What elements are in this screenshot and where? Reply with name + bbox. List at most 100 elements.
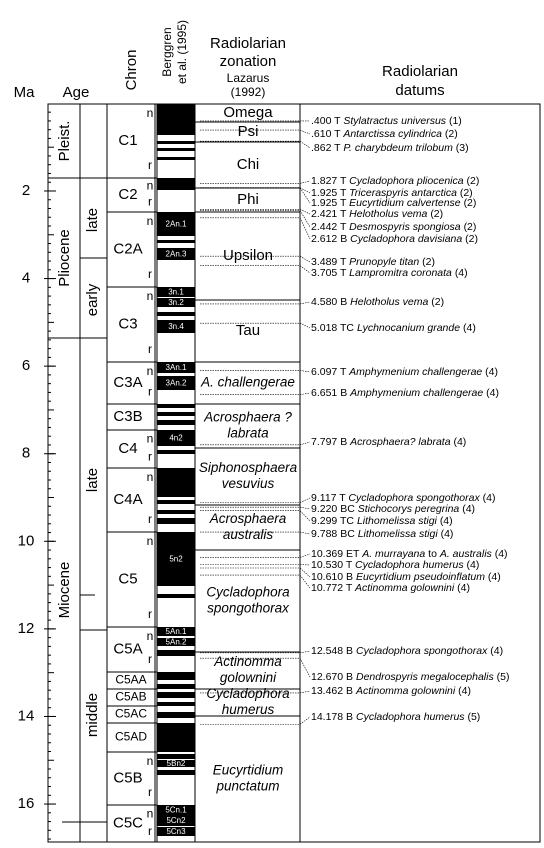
datum-age: 2.612: [311, 233, 337, 245]
datum-label: 1.827 T Cycladophora pliocenica (2): [311, 175, 482, 187]
datum-leader: [200, 497, 311, 503]
datum-taxon: Cycladophora spongothorax: [348, 492, 480, 504]
datum-age: 10.772: [311, 582, 343, 594]
datum-taxon2: A. australis: [439, 548, 493, 560]
polarity-label: n: [147, 364, 154, 378]
header-chron: Chron: [123, 50, 140, 91]
datum-leader: [200, 140, 311, 149]
datum-event: T: [334, 142, 341, 154]
polarity-label: n: [147, 806, 154, 820]
datum-ref: (4): [485, 366, 498, 378]
datum-taxon: Eucyrtidium calvertense: [349, 197, 461, 209]
chron-subdivision-label: 3An.1: [166, 363, 187, 372]
chron-label: C5AC: [115, 707, 147, 721]
header-zonation: zonation: [220, 53, 277, 70]
normal-polarity: [157, 770, 195, 775]
datum-label: 9.299 TC Lithomelissa stigi (4): [311, 515, 456, 527]
datum-leader: [200, 217, 311, 240]
datum-label: 3.489 T Prunopyle titan (2): [311, 256, 438, 268]
datum-age: .610: [311, 128, 332, 140]
datum-event: T: [340, 175, 347, 187]
datum-leader: [200, 531, 311, 535]
datum-taxon: A. murrayana: [361, 548, 425, 560]
datum-ref: (4): [462, 503, 475, 515]
datum-age: 12.670: [311, 671, 343, 683]
datum-leader: [200, 265, 311, 274]
datum-ref: (2): [431, 296, 444, 308]
chron-subdivision-label: 3n.1: [168, 288, 184, 297]
datum-age: 6.097: [311, 366, 337, 378]
chron-label: C5A: [113, 640, 142, 657]
zone-label: Phi: [237, 191, 259, 208]
normal-polarity: [157, 157, 195, 160]
polarity-label: n: [147, 106, 154, 120]
epoch-label: Pleist.: [56, 121, 73, 162]
normal-polarity: [157, 827, 195, 836]
datum-taxon: Lychnocanium grande: [357, 322, 460, 334]
datum-event: BC: [340, 503, 355, 515]
datum-label: 4.580 B Helotholus vema (2): [311, 296, 447, 308]
datum-event: T: [340, 187, 347, 199]
polarity-label: r: [148, 195, 152, 209]
normal-polarity: [157, 532, 195, 586]
normal-polarity: [157, 692, 195, 698]
chron-subdivision-label: 3n.4: [168, 322, 184, 331]
datum-taxon: Acrosphaera? labrata: [349, 436, 451, 448]
normal-polarity: [157, 420, 195, 425]
zone-label: Upsilon: [223, 247, 273, 264]
datum-label: 7.797 B Acrosphaera? labrata (4): [311, 436, 469, 448]
datum-age: .862: [311, 142, 332, 154]
chron-label: C5B: [113, 769, 142, 786]
chron-subdivision-label: 5Cn.1: [165, 806, 187, 815]
polarity-label: r: [148, 785, 152, 799]
normal-polarity: [157, 430, 195, 446]
datum-label: 9.788 BC Lithomelissa stigi (4): [311, 528, 456, 540]
datum-taxon: P. charybdeum trilobum: [343, 142, 453, 154]
datum-label: 6.651 B Amphymenium challengerae (4): [311, 387, 502, 399]
datum-age: 2.421: [311, 208, 337, 220]
polarity-label: r: [148, 384, 152, 398]
datum-label: 2.421 T Helotholus vema (2): [311, 208, 446, 220]
datum-ref: (4): [463, 322, 476, 334]
datum-event: T: [340, 197, 347, 209]
datum-event: T: [334, 128, 341, 140]
datum-leader: [200, 322, 311, 329]
datum-event: B: [346, 685, 353, 697]
datum-taxon: Lithomelissa stigi: [357, 515, 438, 527]
header-ma: Ma: [14, 84, 35, 101]
chron-label: C2: [118, 186, 137, 203]
normal-polarity: [157, 468, 195, 497]
datum-label: 3.705 T Lampromitra coronata (4): [311, 267, 471, 279]
chron-label: C1: [118, 132, 137, 149]
polarity-label: n: [147, 432, 154, 446]
datum-taxon: Helotholus vema: [350, 296, 428, 308]
datum-ref: (2): [464, 197, 477, 209]
normal-polarity: [157, 287, 195, 297]
datum-label: 12.548 B Cycladophora spongothorax (4): [311, 645, 506, 657]
polarity-label: r: [148, 342, 152, 356]
chron-label: C3: [118, 315, 137, 332]
chron-label: C3B: [113, 408, 142, 425]
datum-taxon: Stylatractus universus: [343, 115, 446, 127]
datum-taxon: Cycladophora pliocenica: [349, 175, 464, 187]
datum-ref: (1): [449, 115, 462, 127]
datum-age: 12.548: [311, 645, 343, 657]
datum-ref: (4): [453, 436, 466, 448]
normal-polarity: [157, 312, 195, 316]
zone-label: vesuvius: [222, 476, 275, 491]
normal-polarity: [157, 712, 195, 718]
datum-label: .400 T Stylatractus universus (1): [311, 115, 465, 127]
chron-subdivision-label: 5An.1: [166, 627, 187, 636]
datum-ref: (4): [440, 515, 453, 527]
datum-age: 10.369: [311, 548, 343, 560]
datum-ref: (4): [457, 582, 470, 594]
zone-label: australis: [223, 527, 274, 542]
datum-label: 2.612 B Cycladophora davisiana (2): [311, 233, 481, 245]
zone-label: spongothorax: [207, 601, 290, 616]
header-datums: Radiolarian: [382, 63, 458, 80]
datum-age: 5.018: [311, 322, 337, 334]
zone-label: Psi: [238, 123, 259, 140]
polarity-label: n: [147, 214, 154, 228]
datum-leader: [200, 510, 311, 522]
ma-label: 8: [22, 445, 30, 462]
